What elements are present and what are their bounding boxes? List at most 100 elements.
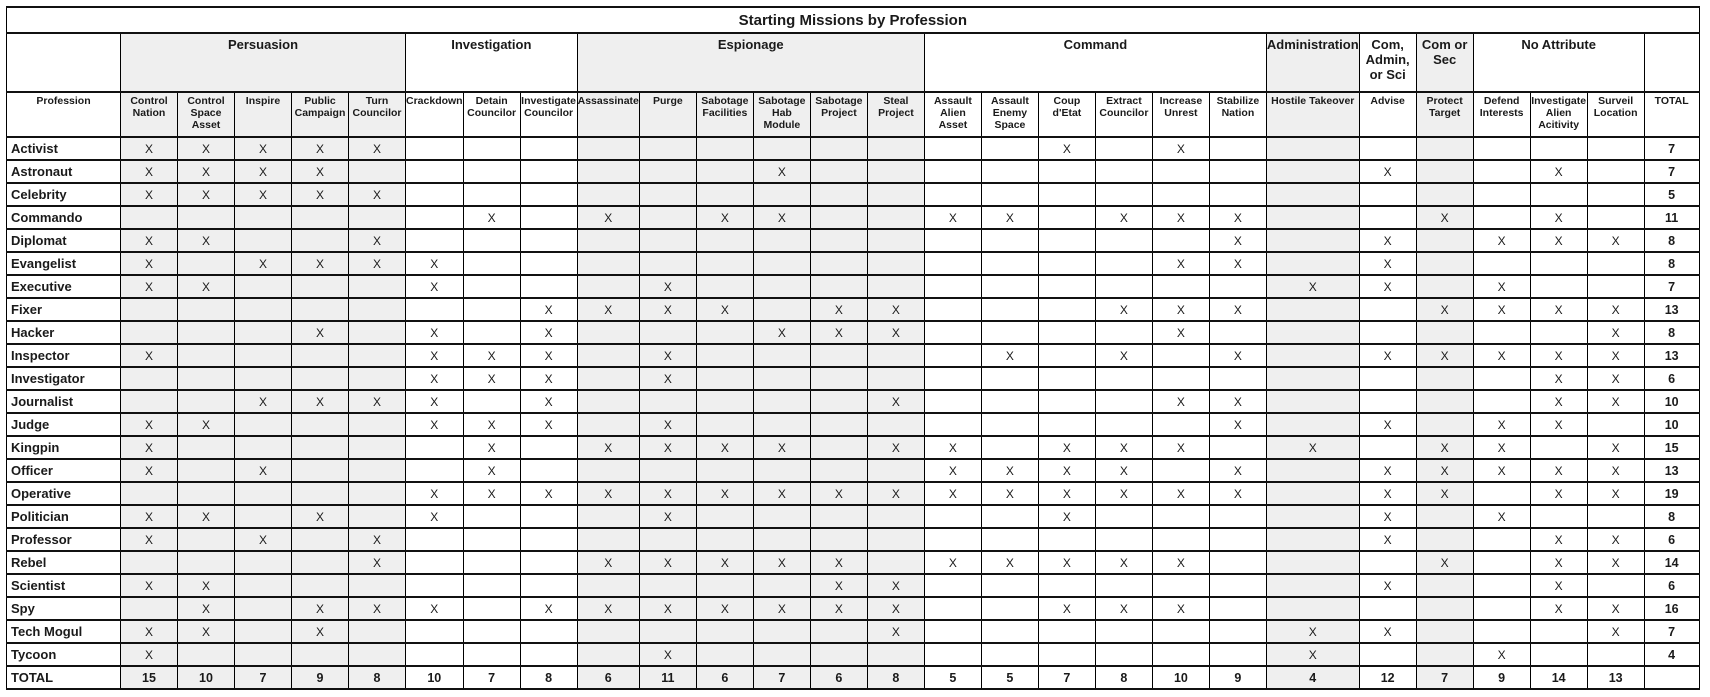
mission-cell (1151, 228, 1210, 253)
mission-cell (576, 412, 640, 437)
mission-cell (576, 159, 640, 184)
mission-cell (809, 389, 868, 414)
mission-cell (752, 343, 811, 368)
mission-cell (1358, 596, 1417, 621)
mission-cell: X (809, 573, 868, 598)
mission-cell: X (752, 550, 811, 575)
table-row: Scientist X X X X X X 6 (6, 573, 1700, 598)
profession-label: Inspector (6, 343, 121, 368)
mission-cell (1586, 205, 1645, 230)
column-header-label: Crackdown (406, 95, 463, 107)
mission-cell (576, 343, 640, 368)
mission-cell (923, 182, 982, 207)
mission-cell (1037, 527, 1096, 552)
mission-cell (1208, 504, 1267, 529)
mission-cell (1037, 320, 1096, 345)
row-total: 8 (1643, 228, 1700, 253)
mission-cell: X (752, 159, 811, 184)
mission-cell: X (576, 297, 640, 322)
mission-cell: X (1151, 136, 1210, 161)
mission-cell (923, 159, 982, 184)
mission-cell (980, 504, 1039, 529)
mission-cell (1265, 136, 1360, 161)
mission-cell (1415, 228, 1474, 253)
mission-cell (576, 619, 640, 644)
mission-cell: X (120, 159, 178, 184)
mission-cell: X (923, 550, 982, 575)
mission-cell (1586, 573, 1645, 598)
mission-cell: X (177, 182, 235, 207)
mission-cell (462, 136, 521, 161)
mission-cell (405, 458, 464, 483)
mission-cell (348, 274, 406, 299)
mission-cell (1151, 573, 1210, 598)
mission-cell: X (405, 389, 464, 414)
mission-cell: X (462, 366, 521, 391)
mission-cell (695, 504, 754, 529)
column-total: 7 (234, 665, 292, 690)
mission-cell: X (519, 297, 578, 322)
mission-cell: X (234, 527, 292, 552)
mission-cell: X (866, 389, 925, 414)
mission-cell (923, 136, 982, 161)
mission-cell (462, 619, 521, 644)
mission-cell (1415, 389, 1474, 414)
mission-cell (1037, 205, 1096, 230)
mission-cell (1265, 343, 1360, 368)
mission-cell (576, 251, 640, 276)
mission-cell: X (1151, 596, 1210, 621)
mission-cell: X (1472, 642, 1531, 667)
mission-cell: X (462, 412, 521, 437)
mission-cell (234, 228, 292, 253)
mission-cell: X (576, 205, 640, 230)
mission-cell (809, 412, 868, 437)
mission-cell (1037, 228, 1096, 253)
mission-cell: X (1358, 159, 1417, 184)
mission-cell: X (1472, 435, 1531, 460)
column-total: 6 (576, 665, 640, 690)
column-header: Sabotage Facilities (695, 91, 754, 138)
mission-cell: X (752, 481, 811, 506)
mission-cell: X (923, 205, 982, 230)
mission-cell: X (1358, 274, 1417, 299)
row-total: 19 (1643, 481, 1700, 506)
mission-cell (234, 366, 292, 391)
mission-cell (638, 527, 697, 552)
mission-cell: X (1358, 527, 1417, 552)
mission-cell (1151, 366, 1210, 391)
column-header-label: Surveil Location (1593, 95, 1638, 119)
mission-cell: X (1208, 205, 1267, 230)
mission-cell (866, 159, 925, 184)
mission-cell: X (291, 320, 349, 345)
mission-cell (1415, 619, 1474, 644)
mission-cell (576, 320, 640, 345)
table-row: Activist X X X X X X X 7 (6, 136, 1700, 161)
mission-cell (1358, 435, 1417, 460)
column-header-label: Protect Target (1426, 95, 1463, 119)
mission-cell: X (462, 343, 521, 368)
mission-cell (576, 274, 640, 299)
mission-cell (405, 573, 464, 598)
mission-cell: X (980, 481, 1039, 506)
mission-cell (1037, 159, 1096, 184)
mission-cell (291, 435, 349, 460)
mission-cell (695, 343, 754, 368)
column-header-label: Investigate Councilor (521, 95, 577, 119)
row-total: 7 (1643, 619, 1700, 644)
mission-cell (462, 550, 521, 575)
mission-cell (1094, 527, 1153, 552)
mission-cell: X (120, 435, 178, 460)
mission-cell: X (120, 182, 178, 207)
row-total: 6 (1643, 366, 1700, 391)
mission-cell: X (1265, 274, 1360, 299)
mission-cell: X (1529, 573, 1588, 598)
mission-cell: X (234, 251, 292, 276)
mission-cell: X (120, 412, 178, 437)
mission-cell (1265, 596, 1360, 621)
table-row: Spy X X X X X X X X X X X X X X X X 16 (6, 596, 1700, 621)
mission-cell (1529, 642, 1588, 667)
mission-cell: X (1037, 550, 1096, 575)
mission-cell: X (752, 596, 811, 621)
mission-cell (405, 297, 464, 322)
mission-cell: X (1472, 297, 1531, 322)
